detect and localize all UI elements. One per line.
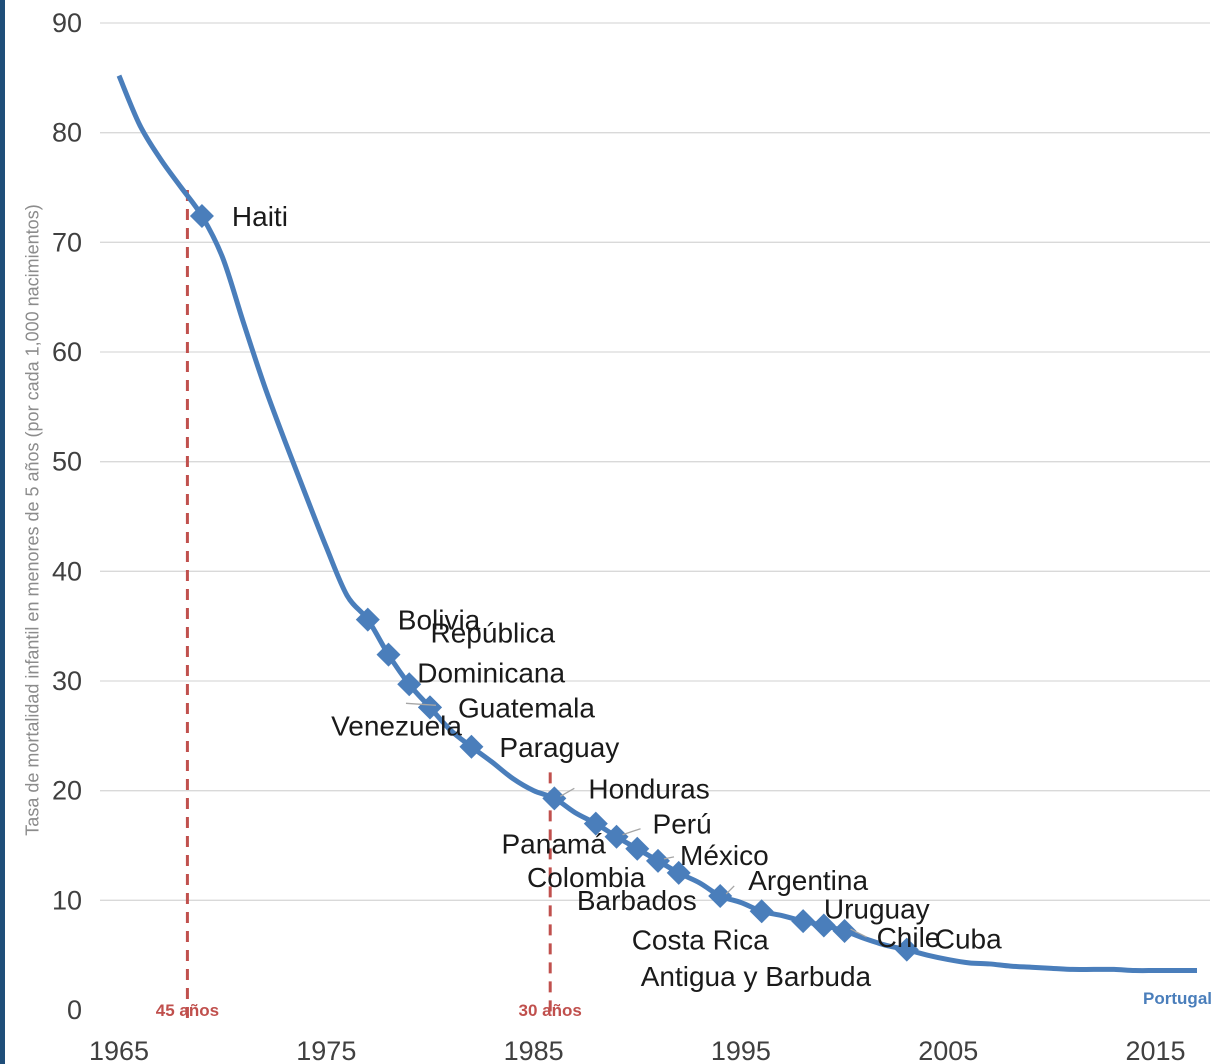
data-marker (749, 899, 774, 924)
country-label: Uruguay (824, 894, 930, 925)
left-edge-bar (0, 0, 5, 1064)
data-marker (459, 734, 484, 759)
data-marker (417, 695, 442, 720)
country-label: Costa Rica (632, 924, 769, 955)
data-marker (376, 642, 401, 667)
country-label: Cuba (935, 924, 1002, 955)
end-label: Portugal (1143, 989, 1212, 1008)
data-marker (811, 913, 836, 938)
y-tick-label: 40 (52, 556, 82, 586)
country-label: Colombia (527, 862, 646, 893)
data-marker (189, 204, 214, 229)
guide-label: 30 años (519, 1001, 582, 1020)
leader-line (725, 885, 735, 895)
y-tick-label: 50 (52, 447, 82, 477)
country-label: Bolivia (398, 605, 481, 636)
data-marker (583, 811, 608, 836)
y-tick-label: 20 (52, 776, 82, 806)
data-marker (666, 860, 691, 885)
country-label: Honduras (588, 773, 709, 804)
y-tick-label: 70 (52, 227, 82, 257)
y-tick-label: 90 (52, 8, 82, 38)
data-marker (604, 824, 629, 849)
leader-line (663, 856, 675, 860)
x-tick-label: 2015 (1125, 1036, 1185, 1064)
leader-line (560, 787, 575, 797)
y-tick-label: 10 (52, 885, 82, 915)
y-axis-label: Tasa de mortalidad infantil en menores d… (22, 204, 43, 836)
country-label: Panamá (502, 829, 607, 860)
country-label: Haiti (232, 201, 288, 232)
country-label: Venezuela (331, 710, 462, 741)
data-marker (791, 909, 816, 934)
y-tick-label: 60 (52, 337, 82, 367)
data-marker (832, 919, 857, 944)
country-label: Antigua y Barbuda (641, 961, 872, 992)
country-label: Dominicana (417, 657, 565, 688)
country-label: Perú (653, 809, 712, 840)
leader-line (850, 928, 867, 938)
country-label: República (431, 618, 556, 649)
y-tick-label: 80 (52, 118, 82, 148)
country-label: Argentina (748, 865, 868, 896)
data-marker (355, 607, 380, 632)
country-label: México (680, 840, 769, 871)
x-tick-label: 1995 (711, 1036, 771, 1064)
leader-line (622, 828, 641, 836)
data-marker (625, 836, 650, 861)
data-marker (708, 883, 733, 908)
data-marker (894, 937, 919, 962)
country-label: Chile (877, 922, 941, 953)
x-tick-label: 1975 (296, 1036, 356, 1064)
y-tick-label: 0 (67, 995, 82, 1025)
leader-line (405, 702, 437, 706)
data-marker (542, 786, 567, 811)
country-label: Guatemala (458, 692, 595, 723)
guide-label: 45 años (156, 1001, 219, 1020)
data-marker (397, 672, 422, 697)
x-tick-label: 1985 (504, 1036, 564, 1064)
y-tick-label: 30 (52, 666, 82, 696)
data-marker (646, 848, 670, 873)
x-tick-label: 2005 (918, 1036, 978, 1064)
x-tick-label: 1965 (89, 1036, 149, 1064)
country-label: Barbados (577, 885, 697, 916)
country-label: Paraguay (499, 732, 619, 763)
